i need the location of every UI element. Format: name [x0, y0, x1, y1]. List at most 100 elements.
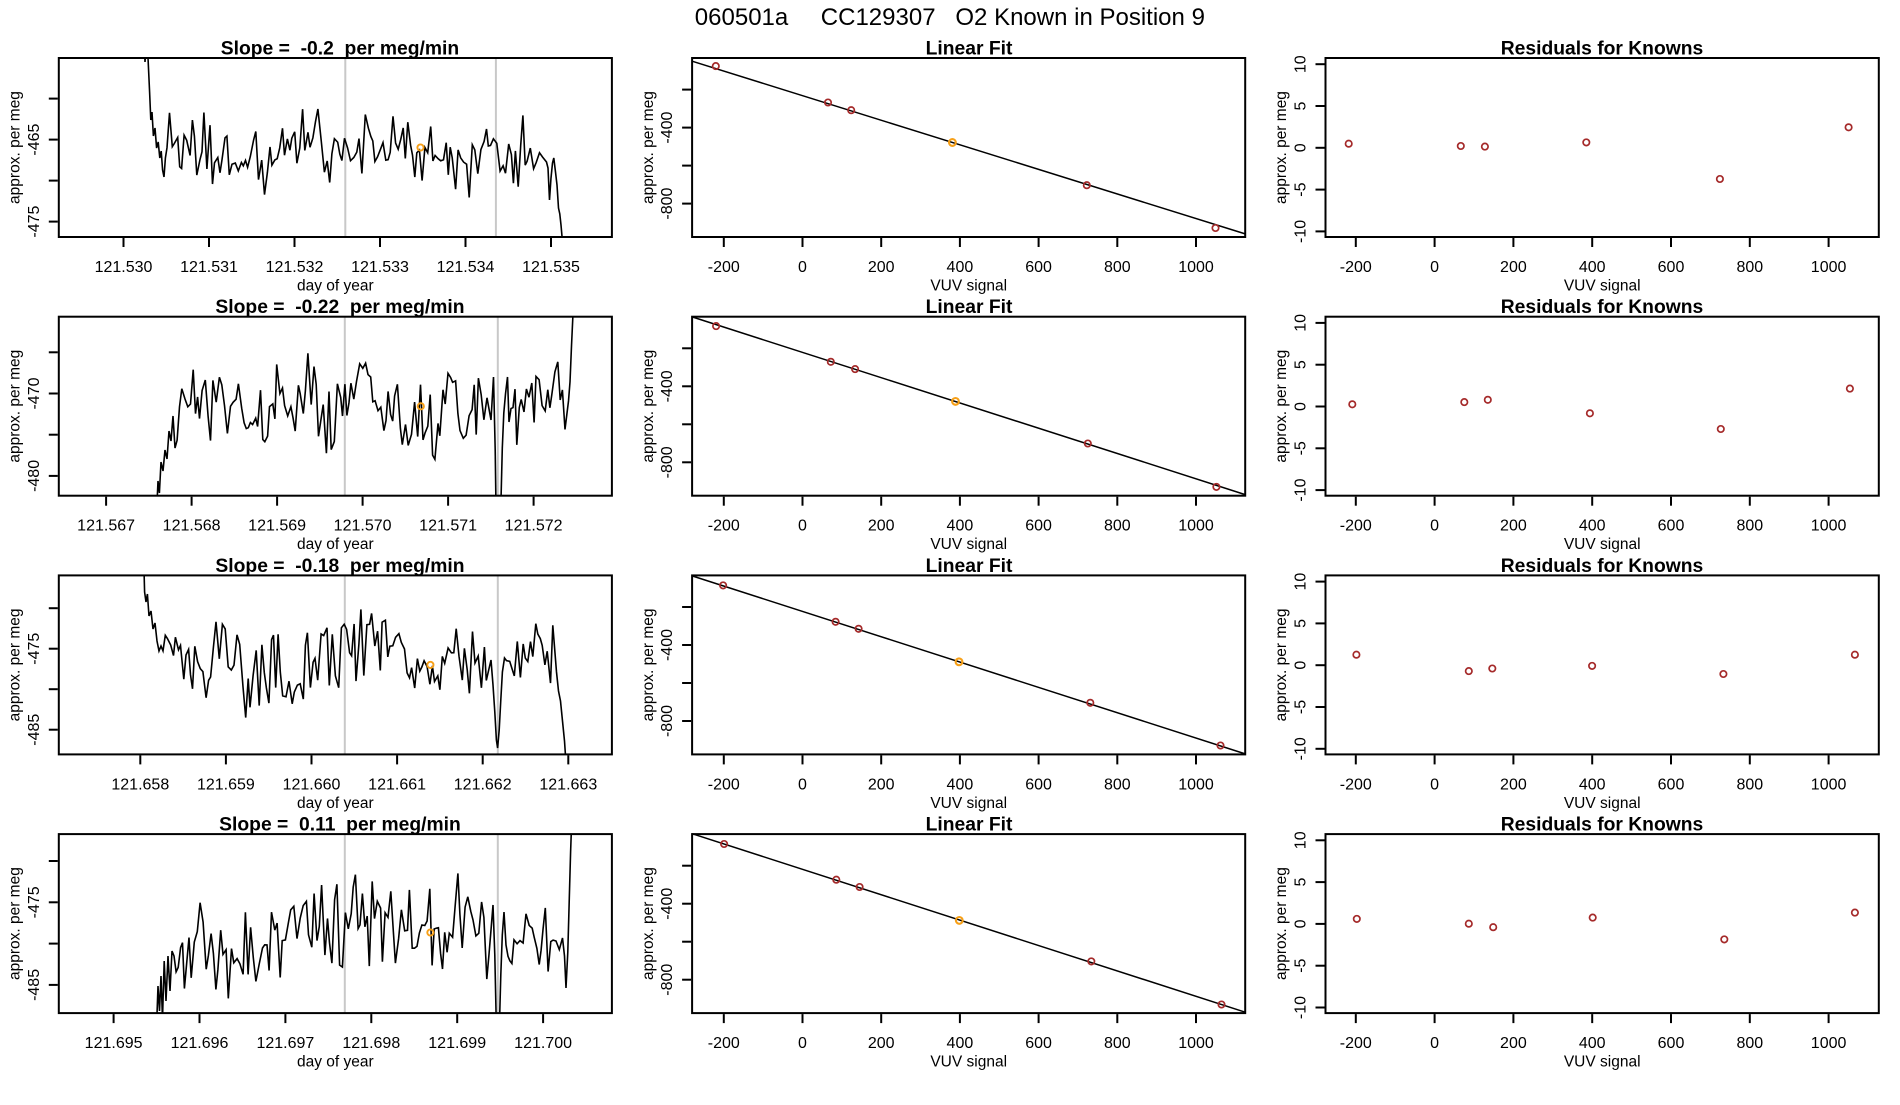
svg-text:approx. per meg: approx. per meg — [640, 350, 657, 463]
svg-text:VUV signal: VUV signal — [1564, 536, 1641, 553]
svg-text:Linear Fit: Linear Fit — [926, 297, 1013, 318]
svg-text:800: 800 — [1104, 1035, 1131, 1052]
svg-text:5: 5 — [1293, 878, 1310, 887]
svg-text:approx. per meg: approx. per meg — [1273, 867, 1290, 980]
svg-text:0: 0 — [1293, 143, 1310, 152]
svg-text:5: 5 — [1293, 101, 1310, 110]
svg-text:121.662: 121.662 — [454, 776, 512, 793]
svg-text:-200: -200 — [1340, 259, 1372, 276]
svg-text:-475: -475 — [26, 205, 43, 237]
svg-text:121.663: 121.663 — [539, 776, 597, 793]
svg-text:600: 600 — [1025, 1035, 1052, 1052]
svg-text:0: 0 — [1430, 259, 1439, 276]
svg-text:VUV signal: VUV signal — [1564, 278, 1641, 295]
svg-text:10: 10 — [1293, 831, 1310, 849]
svg-text:-5: -5 — [1293, 958, 1310, 972]
svg-text:-200: -200 — [1340, 776, 1372, 793]
svg-text:0: 0 — [1293, 661, 1310, 670]
svg-text:CC129307: CC129307 — [821, 4, 936, 31]
svg-text:-800: -800 — [659, 964, 676, 996]
svg-text:121.699: 121.699 — [428, 1035, 486, 1052]
svg-text:-10: -10 — [1293, 737, 1310, 760]
svg-text:-400: -400 — [659, 111, 676, 143]
svg-text:800: 800 — [1736, 259, 1763, 276]
svg-text:-475: -475 — [26, 886, 43, 918]
svg-text:121.532: 121.532 — [266, 259, 324, 276]
svg-text:-800: -800 — [659, 705, 676, 737]
svg-text:200: 200 — [868, 1035, 895, 1052]
svg-text:Slope = -0.18 per meg/min: Slope = -0.18 per meg/min — [215, 556, 464, 577]
svg-text:800: 800 — [1736, 776, 1763, 793]
svg-text:5: 5 — [1293, 360, 1310, 369]
svg-text:-5: -5 — [1293, 441, 1310, 455]
svg-text:0: 0 — [1430, 518, 1439, 535]
svg-text:1000: 1000 — [1178, 1035, 1214, 1052]
svg-text:121.570: 121.570 — [334, 518, 392, 535]
svg-text:1000: 1000 — [1178, 518, 1214, 535]
svg-text:-400: -400 — [659, 629, 676, 661]
svg-text:060501a: 060501a — [695, 4, 789, 31]
svg-text:0: 0 — [798, 1035, 807, 1052]
svg-text:121.530: 121.530 — [95, 259, 153, 276]
svg-text:200: 200 — [1500, 518, 1527, 535]
svg-text:Residuals for Knowns: Residuals for Knowns — [1501, 297, 1703, 318]
svg-text:1000: 1000 — [1811, 1035, 1847, 1052]
svg-text:121.661: 121.661 — [368, 776, 426, 793]
svg-text:0: 0 — [798, 518, 807, 535]
svg-text:5: 5 — [1293, 619, 1310, 628]
svg-text:0: 0 — [1293, 919, 1310, 928]
svg-text:day of year: day of year — [297, 795, 374, 812]
svg-text:approx. per meg: approx. per meg — [7, 91, 24, 204]
svg-text:-200: -200 — [1340, 1035, 1372, 1052]
svg-text:10: 10 — [1293, 314, 1310, 332]
svg-text:400: 400 — [1579, 1035, 1606, 1052]
svg-text:day of year: day of year — [297, 1054, 374, 1071]
svg-text:-470: -470 — [26, 377, 43, 409]
svg-text:Residuals for Knowns: Residuals for Knowns — [1501, 39, 1703, 60]
svg-text:0: 0 — [798, 259, 807, 276]
svg-text:400: 400 — [947, 518, 974, 535]
svg-text:VUV signal: VUV signal — [1564, 795, 1641, 812]
svg-text:400: 400 — [1579, 776, 1606, 793]
svg-text:approx. per meg: approx. per meg — [7, 350, 24, 463]
svg-text:1000: 1000 — [1178, 259, 1214, 276]
svg-text:-485: -485 — [26, 969, 43, 1001]
svg-text:-475: -475 — [26, 633, 43, 665]
svg-text:Linear Fit: Linear Fit — [926, 556, 1013, 577]
svg-text:-200: -200 — [708, 1035, 740, 1052]
svg-text:-800: -800 — [659, 187, 676, 219]
svg-text:1000: 1000 — [1811, 518, 1847, 535]
svg-text:VUV signal: VUV signal — [930, 278, 1007, 295]
svg-text:121.568: 121.568 — [163, 518, 221, 535]
svg-text:600: 600 — [1025, 518, 1052, 535]
svg-text:-485: -485 — [26, 714, 43, 746]
svg-text:approx. per meg: approx. per meg — [7, 867, 24, 980]
svg-text:Linear Fit: Linear Fit — [926, 815, 1013, 836]
svg-text:Linear Fit: Linear Fit — [926, 39, 1013, 60]
svg-text:121.658: 121.658 — [111, 776, 169, 793]
svg-text:121.535: 121.535 — [522, 259, 580, 276]
svg-text:day of year: day of year — [297, 278, 374, 295]
svg-text:0: 0 — [1293, 402, 1310, 411]
svg-text:400: 400 — [947, 1035, 974, 1052]
svg-text:600: 600 — [1025, 259, 1052, 276]
svg-text:121.695: 121.695 — [85, 1035, 143, 1052]
svg-text:approx. per meg: approx. per meg — [7, 608, 24, 721]
svg-text:0: 0 — [1430, 776, 1439, 793]
svg-text:121.659: 121.659 — [197, 776, 255, 793]
svg-text:-800: -800 — [659, 446, 676, 478]
svg-text:1000: 1000 — [1178, 776, 1214, 793]
svg-text:121.569: 121.569 — [248, 518, 306, 535]
svg-text:200: 200 — [868, 518, 895, 535]
svg-text:200: 200 — [868, 259, 895, 276]
svg-text:121.697: 121.697 — [256, 1035, 314, 1052]
svg-text:VUV signal: VUV signal — [930, 1054, 1007, 1071]
svg-text:200: 200 — [868, 776, 895, 793]
svg-text:10: 10 — [1293, 55, 1310, 73]
svg-text:-465: -465 — [26, 123, 43, 155]
svg-text:day of year: day of year — [297, 536, 374, 553]
svg-text:approx. per meg: approx. per meg — [1273, 91, 1290, 204]
svg-text:800: 800 — [1736, 518, 1763, 535]
svg-text:800: 800 — [1104, 776, 1131, 793]
svg-text:-200: -200 — [708, 259, 740, 276]
